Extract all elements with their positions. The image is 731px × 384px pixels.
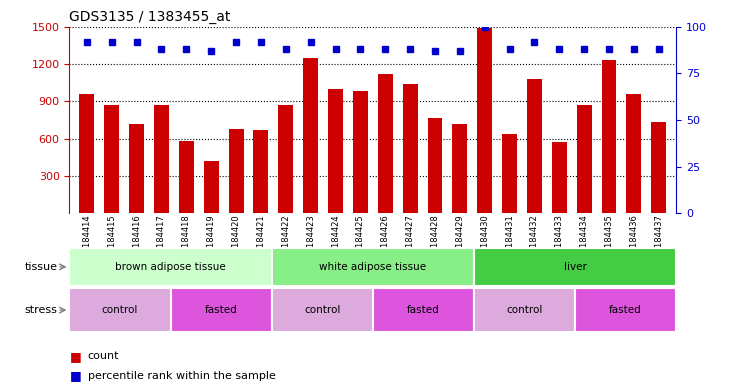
Text: stress: stress <box>24 305 57 315</box>
Bar <box>474 288 575 332</box>
Bar <box>69 288 170 332</box>
Bar <box>626 94 641 213</box>
Bar <box>279 105 293 213</box>
Bar <box>452 124 467 213</box>
Bar <box>502 134 517 213</box>
Bar <box>328 89 343 213</box>
Bar <box>651 122 666 213</box>
Bar <box>303 58 318 213</box>
Bar <box>527 79 542 213</box>
Text: GDS3135 / 1383455_at: GDS3135 / 1383455_at <box>69 10 231 25</box>
Bar <box>170 288 272 332</box>
Bar <box>378 74 393 213</box>
Bar <box>477 28 492 213</box>
Text: liver: liver <box>564 262 586 272</box>
Text: fasted: fasted <box>407 305 440 315</box>
Text: fasted: fasted <box>205 305 238 315</box>
Bar <box>353 91 368 213</box>
Bar <box>272 248 474 286</box>
Bar <box>229 129 243 213</box>
Bar <box>577 105 591 213</box>
Text: white adipose tissue: white adipose tissue <box>319 262 426 272</box>
Bar <box>474 248 676 286</box>
Text: control: control <box>507 305 542 315</box>
Bar <box>575 288 676 332</box>
Text: fasted: fasted <box>609 305 642 315</box>
Bar <box>154 105 169 213</box>
Text: tissue: tissue <box>24 262 57 272</box>
Bar <box>80 94 94 213</box>
Bar <box>403 84 417 213</box>
Bar <box>254 130 268 213</box>
Bar <box>179 141 194 213</box>
Text: ■: ■ <box>69 350 81 363</box>
Text: count: count <box>88 351 119 361</box>
Bar <box>373 288 474 332</box>
Text: control: control <box>102 305 138 315</box>
Bar <box>129 124 144 213</box>
Text: percentile rank within the sample: percentile rank within the sample <box>88 371 276 381</box>
Bar <box>428 118 442 213</box>
Bar <box>552 142 567 213</box>
Text: brown adipose tissue: brown adipose tissue <box>115 262 226 272</box>
Bar <box>105 105 119 213</box>
Bar <box>272 288 373 332</box>
Bar <box>69 248 272 286</box>
Text: control: control <box>304 305 341 315</box>
Text: ■: ■ <box>69 369 81 382</box>
Bar <box>204 161 219 213</box>
Bar <box>602 60 616 213</box>
